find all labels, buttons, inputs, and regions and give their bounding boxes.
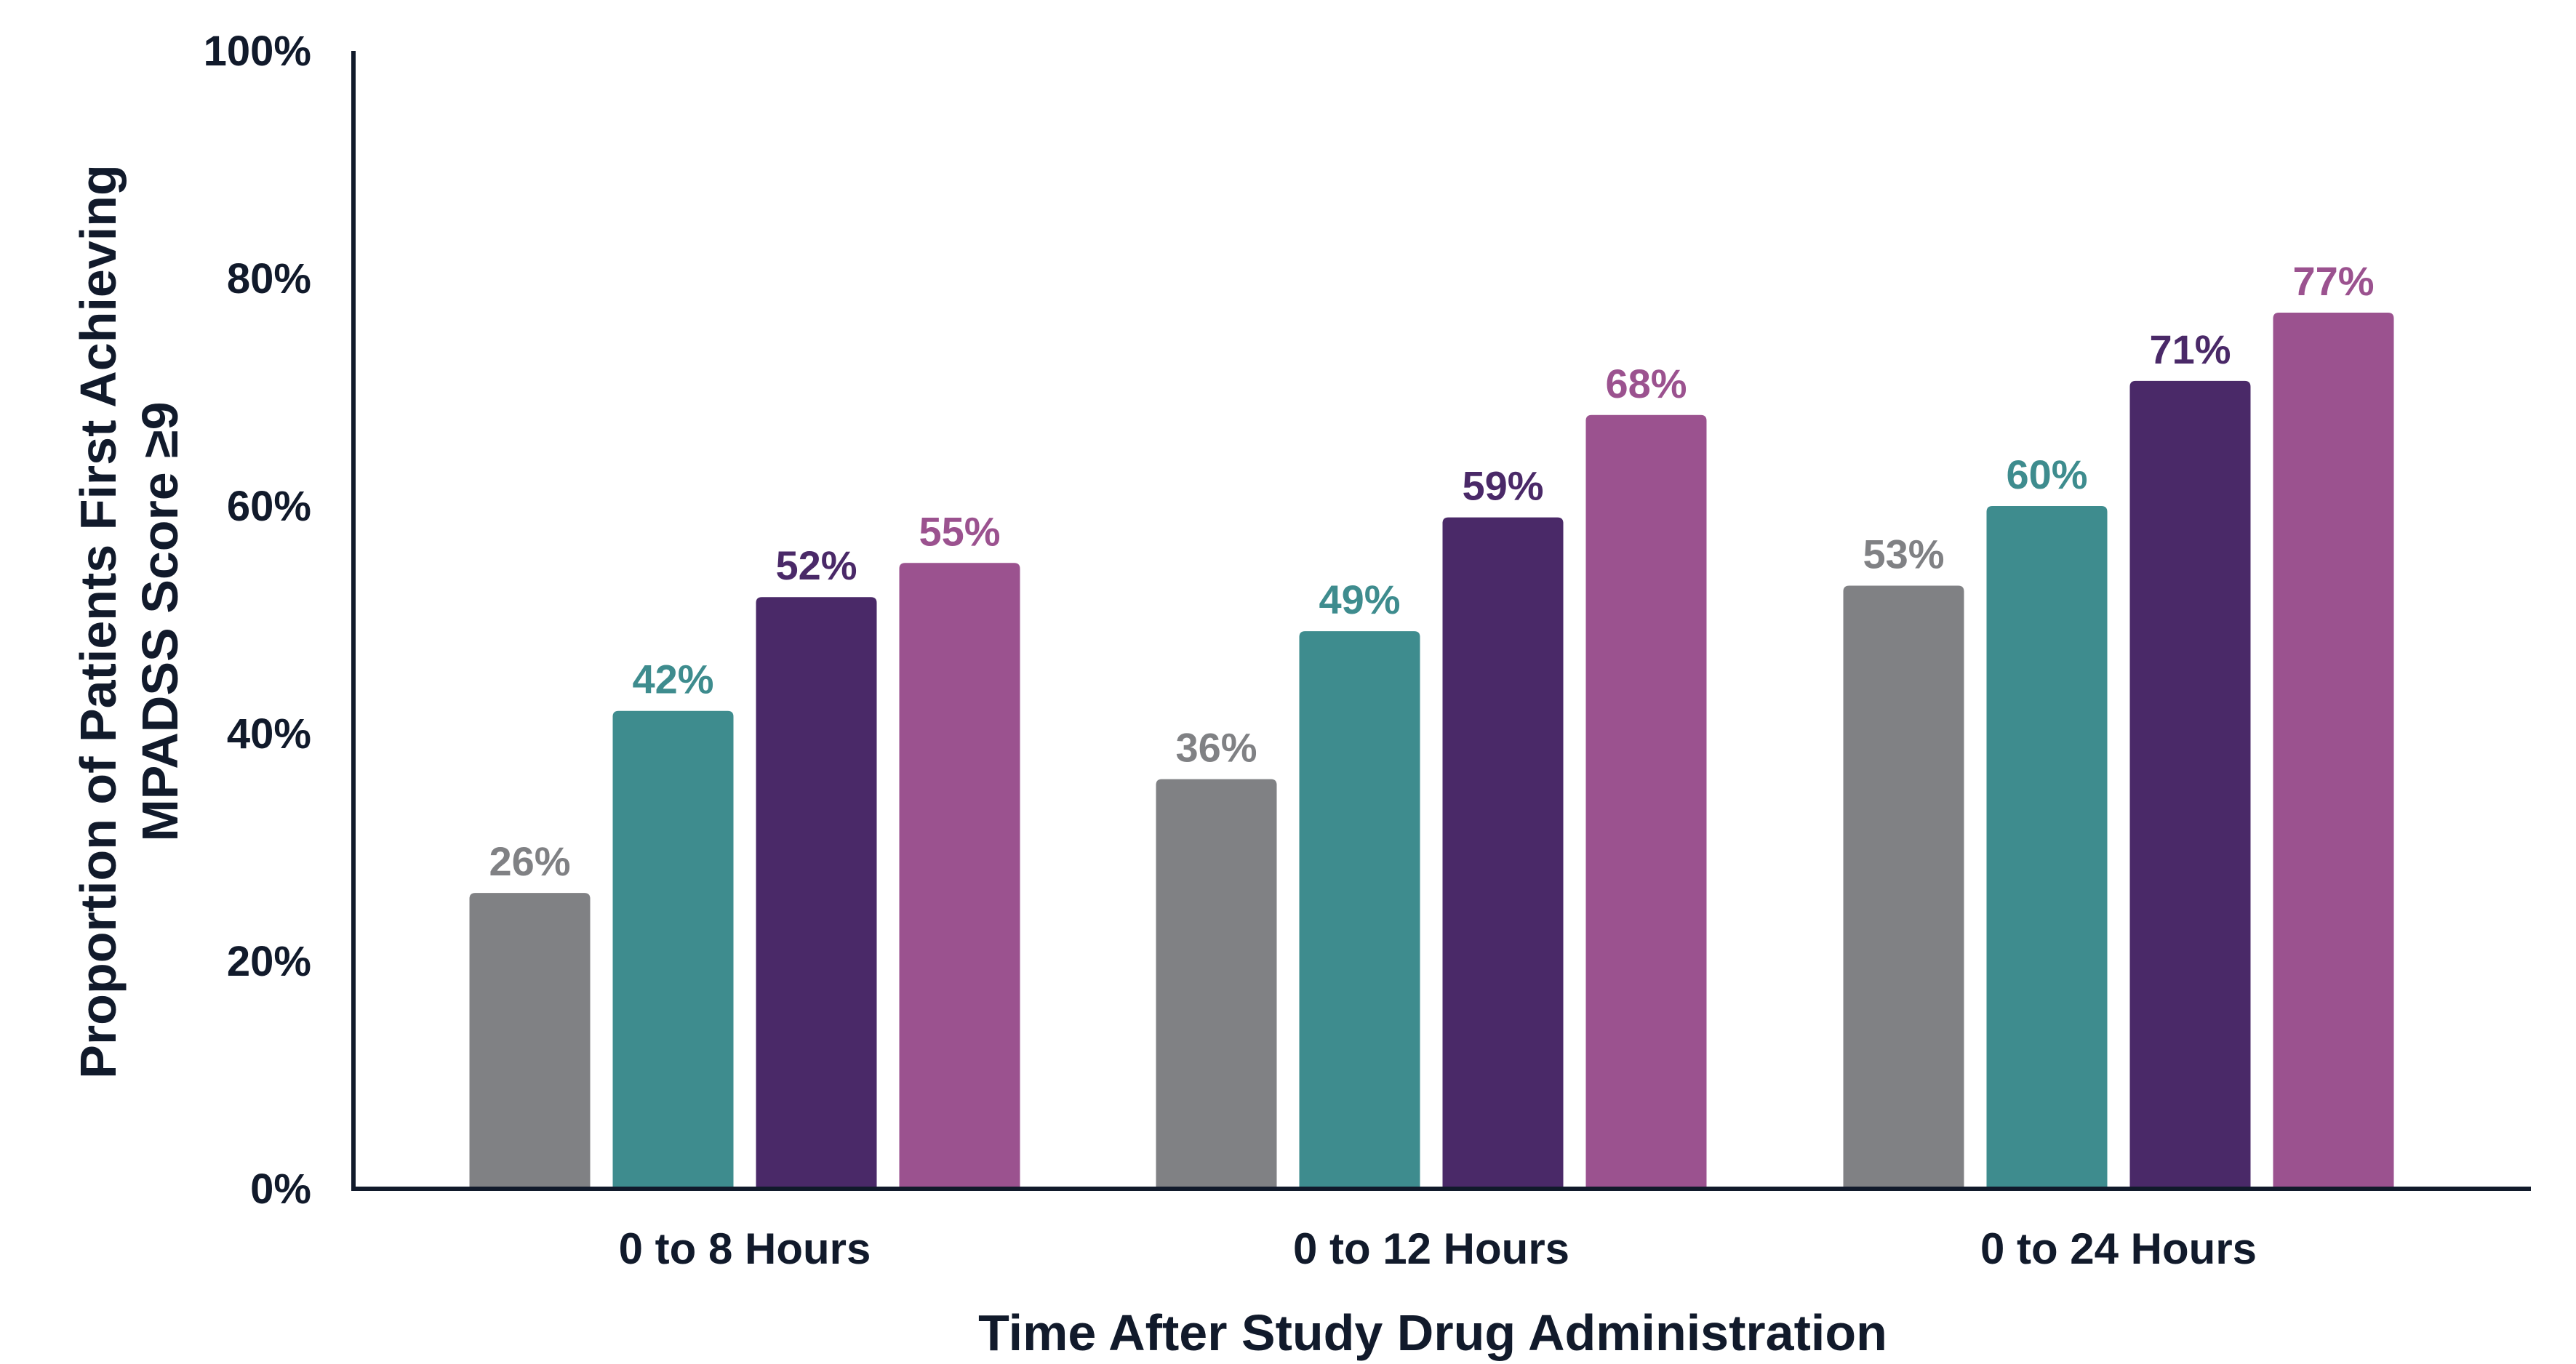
y-axis-title-line-1: Proportion of Patients First Achieving (70, 164, 127, 1079)
y-tick-label-20: 20% (227, 938, 311, 985)
data-label-series3-0-to-12-hours: 59% (1462, 463, 1543, 509)
data-label-series1-0-to-8-hours: 26% (489, 838, 570, 884)
bar-series2-0-to-24-hours (1986, 506, 2108, 1189)
axis-text-layer: 0% 20% 40% 60% 80% 100% 0 to 8 Hours 0 to 12 Ho… (70, 28, 2257, 1361)
data-labels-layer: 26% 36% 53% 42% 49% 60% 52% 59% 71% 55% 68% 77% (489, 258, 2374, 884)
bar-series3-0-to-24-hours (2129, 380, 2251, 1189)
bar-series4-0-to-12-hours (1585, 414, 1707, 1189)
bar-series4-0-to-8-hours (899, 563, 1020, 1189)
bar-series1-0-to-24-hours (1843, 585, 1964, 1189)
x-axis-title: Time After Study Drug Administration (978, 1304, 1887, 1361)
data-label-series2-0-to-12-hours: 49% (1319, 577, 1400, 622)
x-category-label-3: 0 to 24 Hours (1980, 1224, 2257, 1273)
bars-layer (469, 312, 2394, 1190)
x-category-label-2: 0 to 12 Hours (1293, 1224, 1569, 1273)
bar-series3-0-to-12-hours (1442, 517, 1564, 1189)
data-label-series1-0-to-12-hours: 36% (1175, 725, 1257, 771)
data-label-series4-0-to-8-hours: 55% (919, 508, 1000, 554)
y-tick-label-60: 60% (227, 483, 311, 530)
y-axis-title-line-2: MPADSS Score ≥9 (132, 401, 188, 841)
bar-series3-0-to-8-hours (756, 597, 877, 1189)
data-label-series2-0-to-8-hours: 42% (632, 657, 713, 702)
bar-series2-0-to-8-hours (612, 710, 734, 1189)
y-tick-label-0: 0% (250, 1166, 311, 1213)
bar-series1-0-to-8-hours (469, 893, 591, 1189)
bar-series1-0-to-12-hours (1156, 779, 1277, 1189)
bar-series2-0-to-12-hours (1299, 631, 1420, 1189)
data-label-series4-0-to-12-hours: 68% (1605, 361, 1687, 406)
x-category-label-1: 0 to 8 Hours (619, 1224, 871, 1273)
data-label-series1-0-to-24-hours: 53% (1863, 531, 1944, 577)
axes-layer (351, 51, 2531, 1191)
data-label-series4-0-to-24-hours: 77% (2292, 258, 2374, 304)
y-tick-label-100: 100% (204, 28, 311, 75)
y-tick-label-40: 40% (227, 710, 311, 758)
bar-series4-0-to-24-hours (2273, 312, 2394, 1190)
data-label-series3-0-to-24-hours: 71% (2149, 326, 2231, 372)
data-label-series2-0-to-24-hours: 60% (2006, 452, 2087, 497)
y-axis-title: Proportion of Patients First Achieving MP… (70, 164, 188, 1079)
y-tick-label-80: 80% (227, 255, 311, 302)
data-label-series3-0-to-8-hours: 52% (775, 542, 857, 588)
